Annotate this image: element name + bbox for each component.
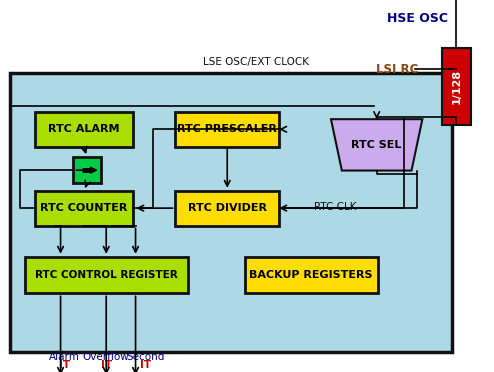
Text: LSI RC: LSI RC [376, 63, 419, 76]
Text: RTC CONTROL REGISTER: RTC CONTROL REGISTER [35, 270, 177, 280]
Text: BACKUP REGISTERS: BACKUP REGISTERS [249, 270, 373, 280]
Text: 1/128: 1/128 [452, 68, 461, 104]
Bar [73, 157, 101, 183]
Text: RTC DIVIDER: RTC DIVIDER [188, 203, 267, 213]
Polygon shape [331, 119, 422, 170]
Text: Overflow: Overflow [83, 352, 129, 362]
Bar [245, 257, 378, 294]
Text: RTC ALARM: RTC ALARM [48, 124, 120, 134]
Text: RTC SEL: RTC SEL [352, 140, 402, 150]
Bar [25, 257, 188, 294]
Text: IT: IT [101, 360, 112, 370]
Bar [35, 112, 133, 147]
Text: Alarm: Alarm [49, 352, 80, 362]
Text: LSE OSC/EXT CLOCK: LSE OSC/EXT CLOCK [203, 57, 309, 67]
Text: RTC COUNTER: RTC COUNTER [41, 203, 127, 213]
Text: IT: IT [140, 360, 151, 370]
Text: Second: Second [126, 352, 165, 362]
Bar [175, 112, 279, 147]
Bar [175, 191, 279, 225]
Text: HSE OSC: HSE OSC [387, 12, 448, 25]
Text: IT: IT [59, 360, 70, 370]
Bar [10, 73, 452, 352]
Text: =: = [81, 163, 93, 178]
Bar [35, 191, 133, 225]
Text: RTC CLK: RTC CLK [314, 202, 356, 212]
Text: RTC PRESCALER: RTC PRESCALER [177, 124, 277, 134]
Bar [442, 48, 471, 125]
